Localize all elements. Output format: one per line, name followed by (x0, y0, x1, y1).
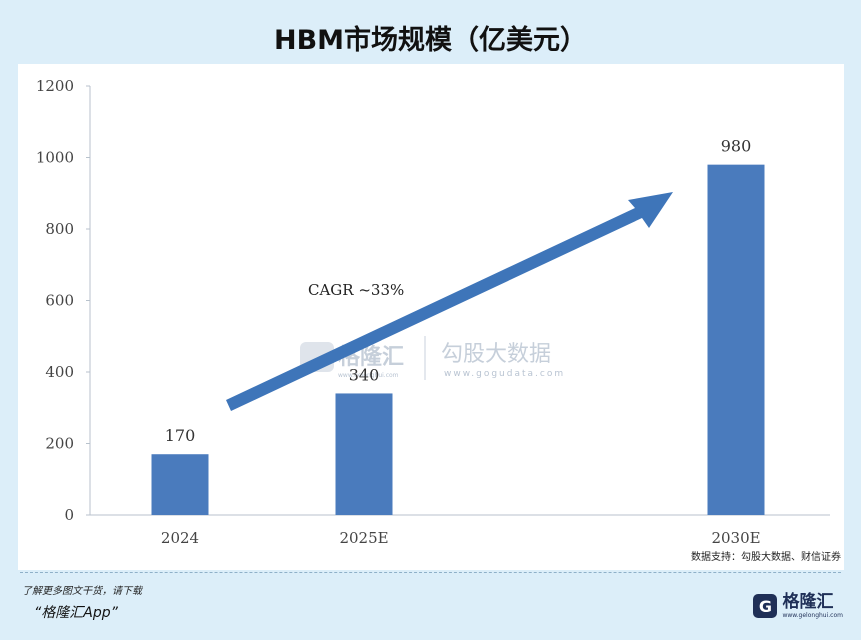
y-tick-label: 200 (45, 435, 74, 453)
watermark-left-url: www.gelonghui.com (338, 372, 399, 379)
bar (151, 454, 209, 515)
chart-title: HBM市场规模（亿美元） (273, 25, 588, 56)
brand-logo: G 格隆汇 www.gelonghui.com (753, 586, 843, 626)
watermark-right-name: 勾股大数据 (441, 342, 551, 367)
data-label: 980 (721, 137, 752, 156)
brand-name: 格隆汇 (782, 591, 834, 612)
data-label: 340 (349, 365, 380, 384)
data-source: 数据支持：勾股大数据、财信证券 (691, 552, 841, 563)
x-tick-label: 2025E (339, 529, 388, 547)
chart-panel: 格隆汇 www.gelonghui.com 勾股大数据 www.gogudata… (18, 64, 844, 570)
footer-note: 了解更多图文干货，请下载 (22, 586, 142, 597)
y-tick-label: 0 (64, 506, 74, 524)
cagr-arrow (226, 192, 673, 411)
y-tick-label: 600 (45, 292, 74, 310)
watermark-right-url: www.gogudata.com (444, 369, 565, 379)
footer-divider (20, 572, 841, 573)
y-tick-label: 400 (45, 363, 74, 381)
bar-chart: 格隆汇 www.gelonghui.com 勾股大数据 www.gogudata… (36, 77, 830, 547)
cagr-annotation: CAGR ~33% (308, 281, 404, 299)
x-tick-label: 2030E (711, 529, 760, 547)
data-label: 170 (165, 426, 196, 445)
bar (707, 164, 765, 515)
y-tick-label: 1200 (36, 77, 74, 95)
footer-app-name: “格隆汇App” (34, 605, 118, 621)
y-tick-label: 800 (45, 220, 74, 238)
brand-url: www.gelonghui.com (782, 611, 843, 619)
y-tick-label: 1000 (36, 149, 74, 167)
bar (335, 393, 393, 515)
x-tick-label: 2024 (161, 529, 199, 547)
brand-g-icon: G (753, 594, 778, 618)
